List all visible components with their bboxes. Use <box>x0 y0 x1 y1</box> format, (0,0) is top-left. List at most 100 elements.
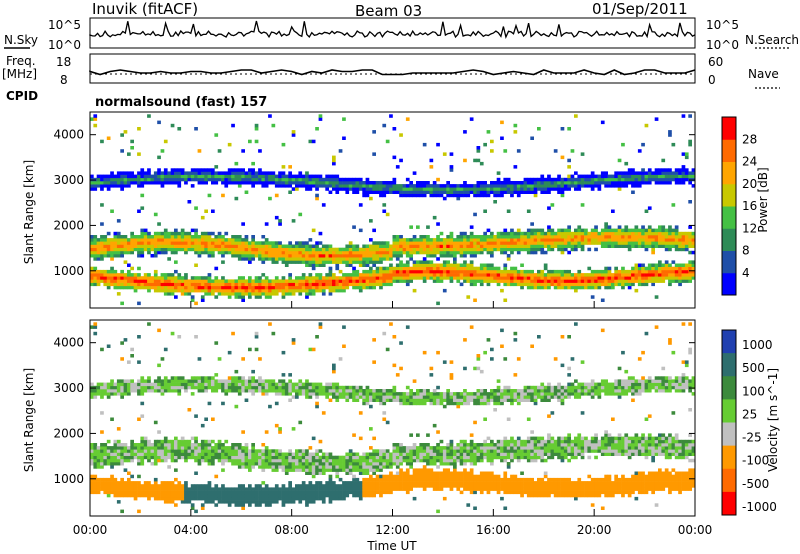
heatmap-cell <box>147 379 151 383</box>
heatmap-cell <box>315 395 319 399</box>
heatmap-cell <box>184 174 188 179</box>
heatmap-cell <box>469 260 474 264</box>
heatmap-cell <box>244 285 249 290</box>
heatmap-cell <box>422 184 427 188</box>
heatmap-cell <box>305 247 309 252</box>
heatmap-cell <box>486 250 491 255</box>
heatmap-cell <box>207 462 212 466</box>
heatmap-cell <box>120 385 124 390</box>
heatmap-cell <box>611 279 615 283</box>
heatmap-cell <box>211 209 215 213</box>
y-tick-label: 4000 <box>53 128 84 142</box>
heatmap-cell <box>153 288 158 293</box>
heatmap-cell <box>197 168 202 172</box>
heatmap-cell <box>332 181 336 185</box>
heatmap-cell <box>617 231 622 236</box>
heatmap-cell <box>429 263 434 267</box>
heatmap-cell <box>342 481 346 485</box>
heatmap-cell <box>513 282 518 287</box>
heatmap-cell <box>540 177 545 182</box>
heatmap-cell <box>305 484 309 488</box>
heatmap-cell <box>325 468 329 472</box>
heatmap-cell <box>130 279 134 283</box>
heatmap-cell <box>500 273 504 277</box>
heatmap-cell <box>133 484 138 488</box>
heatmap-cell <box>100 244 104 248</box>
heatmap-cell <box>399 263 403 267</box>
heatmap-cell <box>658 276 662 280</box>
heatmap-cell <box>123 443 128 447</box>
heatmap-cell <box>318 279 323 283</box>
heatmap-cell <box>194 174 198 179</box>
heatmap-cell <box>274 401 279 406</box>
heatmap-cell <box>244 181 249 185</box>
heatmap-cell <box>543 282 548 287</box>
heatmap-cell <box>224 282 229 287</box>
heatmap-cell <box>248 247 252 252</box>
heatmap-cell <box>399 238 403 242</box>
heatmap-cell <box>298 181 303 185</box>
heatmap-cell <box>147 382 151 387</box>
heatmap-cell <box>429 193 434 198</box>
heatmap-cell <box>621 273 625 277</box>
heatmap-cell <box>355 190 360 194</box>
heatmap-cell <box>153 452 158 456</box>
heatmap-cell <box>668 282 672 287</box>
heatmap-cell <box>291 260 296 264</box>
heatmap-cell <box>140 392 145 396</box>
heatmap-cell <box>688 225 692 229</box>
heatmap-cell <box>264 452 269 456</box>
heatmap-cell <box>311 174 316 179</box>
heatmap-cell <box>278 241 282 245</box>
heatmap-cell <box>301 254 306 258</box>
heatmap-cell <box>412 235 417 239</box>
heatmap-cell <box>221 401 225 406</box>
heatmap-cell <box>274 487 279 491</box>
heatmap-cell <box>274 385 279 390</box>
heatmap-cell <box>651 273 655 277</box>
heatmap-cell <box>590 285 595 290</box>
heatmap-cell <box>227 168 232 172</box>
heatmap-cell <box>264 500 269 504</box>
heatmap-cell <box>587 231 592 236</box>
heatmap-cell <box>547 238 551 242</box>
heatmap-cell <box>600 298 605 302</box>
heatmap-cell <box>348 490 353 495</box>
freq-right-tick-bottom: 0 <box>708 73 716 87</box>
heatmap-cell <box>446 184 450 188</box>
heatmap-cell <box>184 247 188 252</box>
heatmap-cell <box>227 503 232 507</box>
heatmap-cell <box>358 455 363 460</box>
heatmap-cell <box>221 282 225 287</box>
heatmap-cell <box>241 244 245 248</box>
heatmap-cell <box>281 165 286 169</box>
heatmap-cell <box>217 439 222 444</box>
heatmap-cell <box>308 385 313 390</box>
heatmap-cell <box>369 250 373 255</box>
heatmap-cell <box>402 190 407 194</box>
heatmap-cell <box>439 231 444 236</box>
heatmap-cell <box>644 174 649 179</box>
heatmap-cell <box>96 484 101 488</box>
heatmap-cell <box>194 241 198 245</box>
heatmap-cell <box>110 462 114 466</box>
heatmap-cell <box>311 385 316 390</box>
heatmap-cell <box>563 228 568 233</box>
heatmap-cell <box>399 235 403 239</box>
heatmap-cell <box>321 465 326 469</box>
heatmap-cell <box>163 247 168 252</box>
heatmap-cell <box>281 458 286 463</box>
heatmap-cell <box>325 455 329 460</box>
heatmap-cell <box>204 382 208 387</box>
heatmap-cell <box>348 458 353 463</box>
heatmap-cell <box>268 250 272 255</box>
heatmap-cell <box>614 228 618 233</box>
heatmap-cell <box>288 382 292 387</box>
heatmap-cell <box>211 168 215 172</box>
heatmap-cell <box>611 209 615 213</box>
heatmap-cell <box>402 276 407 280</box>
heatmap-cell <box>332 392 336 396</box>
heatmap-cell <box>345 458 350 463</box>
heatmap-cell <box>426 244 430 248</box>
heatmap-cell <box>416 273 420 277</box>
